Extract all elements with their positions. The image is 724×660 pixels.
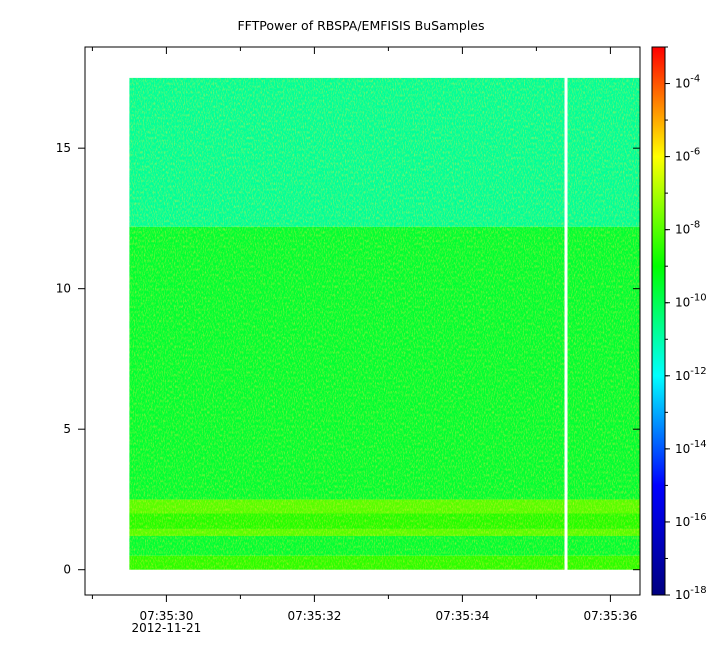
x-tick-label: 07:35:34 xyxy=(435,609,489,623)
colorbar-tick-label: 10-12 xyxy=(675,366,707,383)
colorbar-tick-exponent: -18 xyxy=(690,585,706,596)
colorbar-tick-label: 10-6 xyxy=(675,147,700,164)
x-tick-label: 07:35:32 xyxy=(287,609,341,623)
data-gap xyxy=(564,76,568,571)
colorbar-tick-exponent: -10 xyxy=(690,293,706,304)
colorbar-tick-label: 10-4 xyxy=(675,74,700,91)
colorbar-tick-label: 10-18 xyxy=(675,585,707,602)
colorbar-tick-exponent: -6 xyxy=(690,147,700,158)
colorbar-bar xyxy=(651,46,666,596)
colorbar-tick-exponent: -12 xyxy=(690,366,706,377)
colorbar-tick-exponent: -8 xyxy=(690,220,700,231)
y-tick-label: 5 xyxy=(63,422,71,436)
y-tick-label: 0 xyxy=(63,563,71,577)
y-axis: 0 5 10 15 xyxy=(56,141,640,577)
colorbar-tick-label: 10-10 xyxy=(675,293,707,310)
y-tick-label: 15 xyxy=(56,141,71,155)
x-tick-label: 07:35:30 xyxy=(139,609,193,623)
x-tick-label: 07:35:36 xyxy=(583,609,637,623)
colorbar-tick-label: 10-8 xyxy=(675,220,700,237)
plot-frame xyxy=(84,46,641,596)
colorbar-tick-label: 10-14 xyxy=(675,439,707,456)
colorbar-tick-exponent: -4 xyxy=(690,74,700,85)
chart-title: FFTPower of RBSPA/EMFISIS BuSamples xyxy=(237,18,484,33)
spectrogram-texture xyxy=(129,77,640,570)
y-tick-label: 10 xyxy=(56,282,71,296)
colorbar-tick-exponent: -14 xyxy=(690,439,706,450)
colorbar-tick-label: 10-16 xyxy=(675,512,707,529)
colorbar: 10-18 10-16 10-14 10-12 10-10 10-8 10-6 10-4 xyxy=(651,46,707,602)
x-date-label: 2012-11-21 xyxy=(132,621,202,635)
colorbar-tick-exponent: -16 xyxy=(690,512,706,523)
plot-area xyxy=(84,46,641,596)
